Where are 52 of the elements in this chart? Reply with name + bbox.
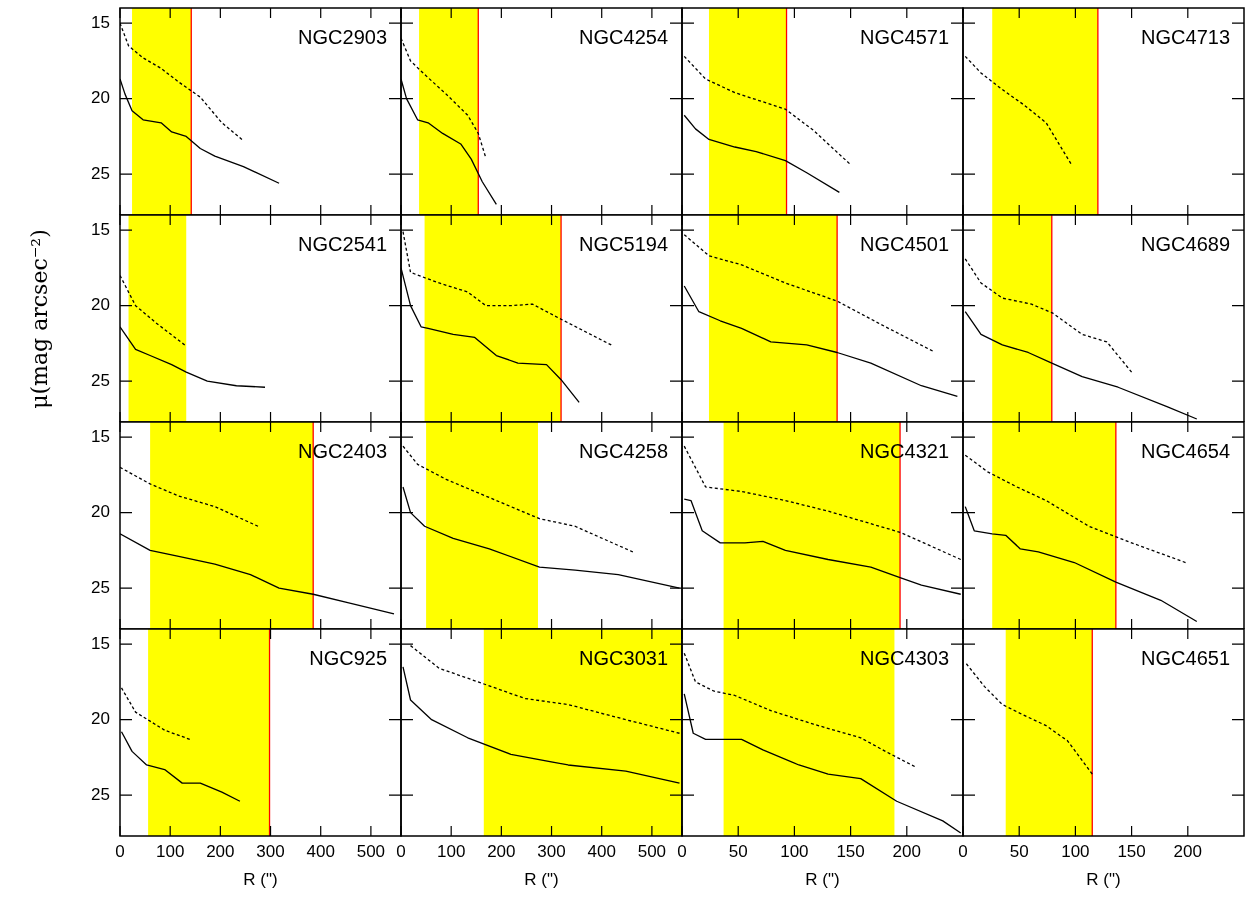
x-tick-label: 0 xyxy=(677,842,687,862)
x-tick-label: 400 xyxy=(306,842,335,862)
x-tick-label: 50 xyxy=(1009,842,1029,862)
x-tick-label: 100 xyxy=(436,842,466,862)
text: NGC4654 xyxy=(1141,440,1230,462)
y-tick-label: 15 xyxy=(91,12,110,32)
text: NGC4258 xyxy=(579,440,668,462)
x-tick-label: 200 xyxy=(206,842,235,862)
x-tick-label: 50 xyxy=(728,842,748,862)
text: NGC5194 xyxy=(579,233,668,255)
y-tick-label: 25 xyxy=(91,163,110,183)
y-tick-label: 15 xyxy=(91,426,110,446)
x-tick-label: 100 xyxy=(780,842,809,862)
y-tick-label: 15 xyxy=(91,219,110,239)
text: NGC925 xyxy=(309,647,387,669)
text: NGC4651 xyxy=(1141,647,1230,669)
text: NGC4689 xyxy=(1141,233,1230,255)
x-tick-label: 200 xyxy=(892,842,921,862)
y-tick-label: 20 xyxy=(91,502,110,522)
y-tick-label: 20 xyxy=(91,88,110,108)
x-tick-label: 150 xyxy=(836,842,865,862)
x-tick-label: 500 xyxy=(356,842,386,862)
x-tick-label: 200 xyxy=(487,842,516,862)
x-tick-label: 300 xyxy=(537,842,566,862)
y-tick-label: 20 xyxy=(91,295,110,315)
x-axis-title: R (") xyxy=(805,870,840,890)
text: NGC4571 xyxy=(860,26,949,48)
text: NGC4501 xyxy=(860,233,949,255)
y-tick-label: 15 xyxy=(91,633,110,653)
text: NGC3031 xyxy=(579,647,668,669)
text: NGC2541 xyxy=(298,233,387,255)
y-axis-title: μ(mag arcsec⁻²) xyxy=(26,228,52,409)
text: NGC2903 xyxy=(298,26,387,48)
text: NGC4254 xyxy=(579,26,668,48)
x-tick-label: 0 xyxy=(115,842,125,862)
x-tick-label: 100 xyxy=(1061,842,1090,862)
x-tick-label: 400 xyxy=(587,842,616,862)
x-axis-title: R (") xyxy=(524,870,559,890)
x-axis-title: R (") xyxy=(1086,870,1121,890)
y-tick-label: 25 xyxy=(91,370,110,390)
text: NGC4713 xyxy=(1141,26,1230,48)
y-tick-label: 20 xyxy=(91,709,110,729)
x-tick-label: 200 xyxy=(1173,842,1202,862)
x-tick-label: 300 xyxy=(256,842,285,862)
x-tick-label: 500 xyxy=(637,842,667,862)
x-tick-label: 100 xyxy=(155,842,185,862)
x-axis-title: R (") xyxy=(243,870,278,890)
y-tick-label: 25 xyxy=(91,784,110,804)
x-tick-label: 0 xyxy=(958,842,968,862)
y-tick-label: 25 xyxy=(91,577,110,597)
x-tick-label: 150 xyxy=(1117,842,1146,862)
x-tick-label: 0 xyxy=(396,842,406,862)
